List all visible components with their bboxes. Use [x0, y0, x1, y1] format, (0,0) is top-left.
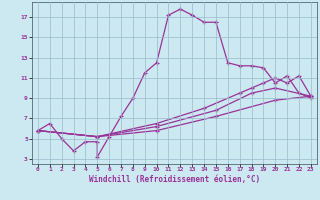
X-axis label: Windchill (Refroidissement éolien,°C): Windchill (Refroidissement éolien,°C) — [89, 175, 260, 184]
